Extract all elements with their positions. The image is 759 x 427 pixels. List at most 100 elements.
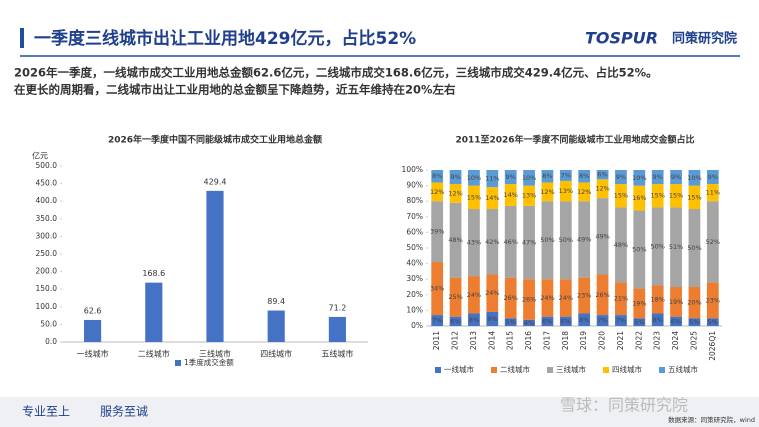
data-label: 10% [467, 174, 481, 182]
bar-segment [615, 207, 627, 283]
data-label: 9% [708, 173, 718, 181]
bar-segment [431, 182, 444, 202]
bar-segment [541, 279, 554, 317]
bar-segment [559, 180, 572, 202]
legend-label: 四线城市 [612, 364, 642, 374]
x-tick-label: 三线城市 [199, 349, 231, 359]
x-tick-label: 2025 [689, 331, 698, 350]
footer-slogan: 专业至上 [22, 404, 70, 419]
bar-segment [523, 170, 535, 186]
data-label: 4% [524, 319, 534, 327]
bar-segment [541, 201, 554, 280]
data-label: 71.2 [328, 303, 346, 312]
bar-segment [578, 182, 591, 202]
data-label: 23% [706, 296, 720, 304]
logo: TOSPUR [585, 29, 658, 48]
x-tick-label: 一线城市 [77, 349, 109, 359]
bar-segment [504, 184, 517, 206]
bar-segment [688, 185, 701, 209]
bar-segment [504, 170, 517, 185]
data-label: 24% [559, 294, 573, 302]
bar-segment [706, 318, 719, 326]
bar-segment [449, 170, 462, 185]
y-tick-label: 20% [406, 290, 423, 299]
bar-segment [578, 277, 591, 314]
bar-segment [615, 170, 627, 185]
data-label: 43% [467, 239, 481, 247]
bar-segment [486, 274, 499, 312]
y-tick-label: 100.0 [36, 302, 58, 311]
y-tick-label: 0% [411, 321, 423, 330]
y-tick-label: 30% [406, 274, 423, 283]
data-label: 18% [650, 295, 664, 303]
data-label: 50% [540, 236, 554, 244]
data-label: 16% [632, 194, 646, 202]
data-label: 26% [595, 291, 609, 299]
data-label: 47% [522, 239, 536, 247]
data-label: 9% [487, 315, 497, 323]
summary-line: 2026年一季度，一线城市成交工业用地总金额62.6亿元，二线城市成交168.6… [14, 66, 658, 80]
bar-segment [670, 184, 682, 208]
bar-segment [651, 207, 664, 286]
bar-segment [688, 170, 701, 186]
x-tick-label: 2012 [451, 331, 460, 350]
data-label: 26% [522, 295, 536, 303]
bar-segment [651, 184, 664, 208]
legend-swatch [547, 367, 553, 373]
y-tick-label: 70% [406, 212, 423, 221]
x-tick-label: 2020 [598, 331, 607, 350]
bar-segment [468, 313, 480, 326]
data-label: 14% [485, 194, 499, 202]
data-label: 10% [632, 174, 646, 182]
y-axis-label: 亿元 [32, 151, 48, 161]
title-marker [20, 28, 24, 48]
bar-segment [688, 287, 701, 319]
data-label: 7% [432, 317, 442, 325]
bar-segment [670, 316, 682, 326]
legend-label: 五线城市 [668, 364, 698, 374]
x-tick-label: 2013 [469, 331, 478, 350]
bar-segment [633, 185, 646, 211]
bar-segment [449, 202, 462, 278]
legend-label: 1季度成交金额 [184, 357, 234, 367]
x-tick-label: 2014 [487, 331, 496, 350]
data-label: 46% [503, 238, 517, 246]
bar-segment [578, 201, 591, 278]
bar [145, 282, 163, 342]
bar-segment [523, 319, 535, 326]
data-label: 429.4 [204, 177, 227, 186]
bar-segment [596, 274, 609, 316]
bar-segment [633, 288, 646, 319]
data-label: 9% [506, 173, 516, 181]
y-tick-label: 60% [406, 227, 423, 236]
data-label: 26% [503, 294, 517, 302]
legend-swatch [175, 360, 181, 366]
bar-segment [651, 285, 664, 314]
data-label: 5% [708, 318, 718, 326]
y-tick-label: 200.0 [36, 267, 58, 276]
data-label: 50% [559, 236, 573, 244]
y-tick-label: 40% [406, 259, 423, 268]
legend-label: 一线城市 [444, 364, 474, 374]
bar [267, 310, 285, 342]
data-label: 8% [579, 316, 589, 324]
bar-segment [468, 170, 480, 186]
x-tick-label: 2016 [524, 331, 533, 350]
data-label: 15% [467, 193, 481, 201]
footer-band [0, 397, 759, 427]
bar-segment [541, 316, 554, 326]
data-label: 52% [706, 238, 720, 246]
bar-segment [523, 279, 535, 320]
data-label: 15% [614, 192, 628, 200]
data-label: 9% [653, 173, 663, 181]
data-label: 39% [430, 228, 444, 236]
bar [84, 319, 102, 342]
data-label: 5% [634, 318, 644, 326]
legend-swatch [491, 367, 497, 373]
data-label: 8% [469, 316, 479, 324]
y-tick-label: 450.0 [36, 179, 58, 188]
data-label: 15% [687, 193, 701, 201]
bar-segment [559, 316, 572, 326]
bar-segment [706, 170, 719, 185]
